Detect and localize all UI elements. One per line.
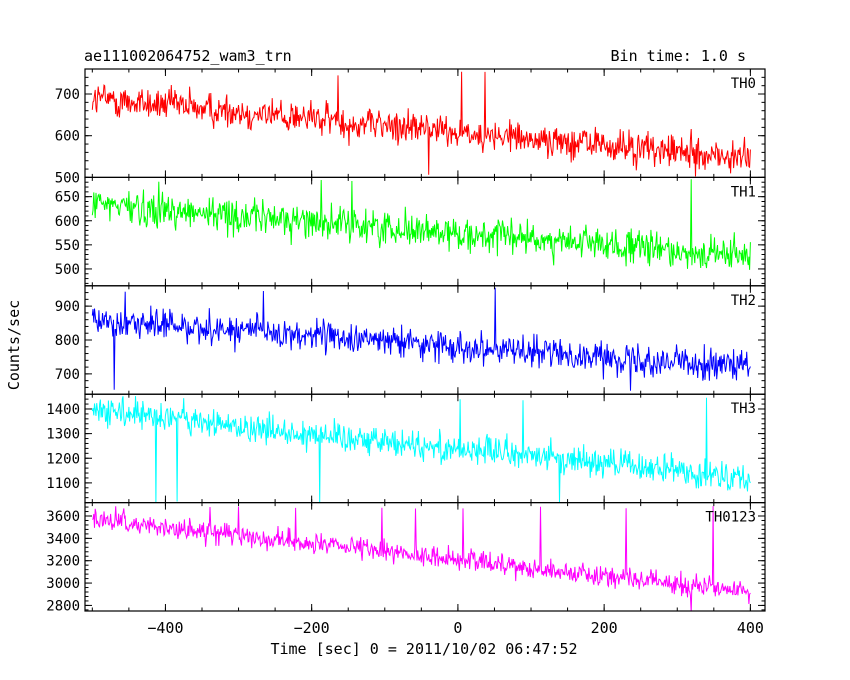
y-tick-label: 3200 — [46, 554, 80, 570]
y-tick-label: 2800 — [46, 598, 80, 614]
y-tick-label: 3000 — [46, 576, 80, 592]
y-tick-label: 800 — [55, 333, 80, 349]
y-tick-label: 700 — [55, 87, 80, 103]
y-tick-label: 3400 — [46, 531, 80, 547]
bin-time-label: Bin time: 1.0 s — [611, 47, 746, 65]
panel-th0123: 2800 3000 3200 3400 3600 TH0123 — [46, 502, 766, 614]
series-line-th0123 — [92, 506, 751, 612]
y-tick-label: 500 — [55, 262, 80, 278]
panel-label-th3: TH3 — [731, 401, 756, 417]
y-tick-label: 650 — [55, 190, 80, 206]
y-tick-label: 700 — [55, 367, 80, 383]
panel-label-th1: TH1 — [731, 184, 756, 200]
panel-th3: 1100 1200 1300 1400 TH3 — [46, 393, 766, 504]
panel-label-th0: TH0 — [731, 76, 756, 92]
y-tick-label: 1400 — [46, 402, 80, 418]
y-axis-label: Counts/sec — [5, 300, 23, 390]
series-line-th0 — [91, 71, 751, 177]
y-tick-label: 550 — [55, 238, 80, 254]
x-tick-label: −200 — [294, 619, 330, 637]
y-tick-label: 1300 — [46, 427, 80, 443]
y-tick-label: 1200 — [46, 451, 80, 467]
x-axis-label: Time [sec] 0 = 2011/10/02 06:47:52 — [270, 640, 577, 658]
chart-title: ae111002064752_wam3_trn — [84, 47, 292, 65]
y-tick-label: 1100 — [46, 476, 80, 492]
panel-th1: 500 550 600 650 TH1 — [55, 176, 766, 287]
x-axis: −400 −200 0 200 400 — [147, 619, 764, 637]
panel-label-th0123: TH0123 — [705, 510, 756, 526]
panel-label-th2: TH2 — [731, 293, 756, 309]
series-line-th2 — [91, 287, 751, 391]
y-tick-label: 500 — [55, 170, 80, 186]
y-tick-label: 600 — [55, 214, 80, 230]
x-tick-label: 200 — [591, 619, 618, 637]
series-line-th1 — [91, 179, 751, 270]
x-tick-label: 400 — [737, 619, 764, 637]
panel-frame — [84, 68, 766, 179]
y-tick-label: 600 — [55, 129, 80, 145]
panels-group: 500 600 700 TH0 500 550 600 650 TH1 700 800 900 TH2 1… — [46, 68, 766, 614]
panel-th0: 500 600 700 TH0 — [55, 68, 766, 186]
panel-th2: 700 800 900 TH2 — [55, 285, 766, 395]
x-tick-label: 0 — [453, 619, 462, 637]
y-tick-label: 3600 — [46, 509, 80, 525]
series-line-th3 — [91, 396, 751, 503]
panel-frame — [84, 393, 766, 504]
x-tick-label: −400 — [147, 619, 183, 637]
panel-frame — [84, 502, 766, 612]
y-tick-label: 900 — [55, 299, 80, 315]
